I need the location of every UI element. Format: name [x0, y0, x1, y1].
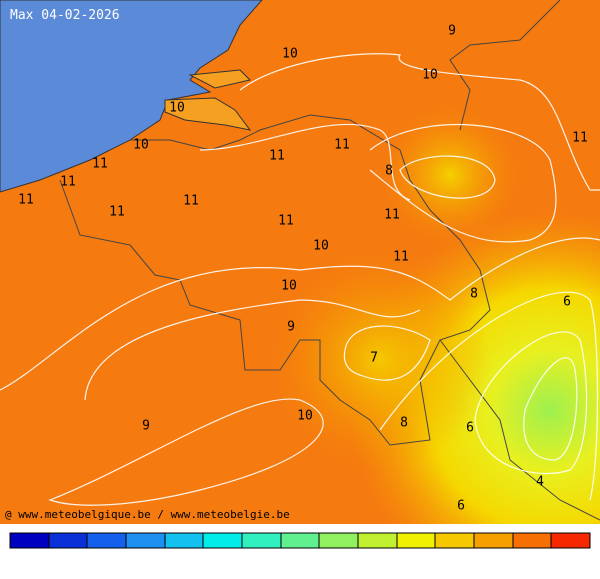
contour-label: 11 — [269, 149, 285, 164]
color-swatch — [396, 532, 436, 549]
contour-label: 11 — [109, 205, 125, 220]
color-swatch — [86, 532, 127, 549]
contour-label: 9 — [287, 320, 295, 335]
contour-label: 11 — [60, 175, 76, 190]
contour-label: 11 — [92, 157, 108, 172]
contour-label: 7 — [370, 351, 378, 366]
contour-label: 10 — [169, 101, 185, 116]
sea — [0, 0, 263, 193]
borders — [59, 0, 600, 521]
color-swatch — [512, 532, 552, 549]
color-swatch — [202, 532, 243, 549]
contour-label: 11 — [384, 208, 400, 223]
legend-bg — [0, 524, 600, 575]
title: Max 04-02-2026 — [10, 8, 120, 23]
credit: @ www.meteobelgique.be / www.meteobelgie… — [5, 508, 290, 521]
contour-label: 11 — [393, 250, 409, 265]
contour-label: 11 — [183, 194, 199, 209]
islands — [164, 69, 252, 131]
contour-label: 9 — [142, 419, 150, 434]
color-swatch — [550, 532, 591, 549]
color-swatch — [164, 532, 204, 549]
contour-label: 10 — [281, 279, 297, 294]
color-swatch — [473, 532, 514, 549]
contour-label: 8 — [385, 164, 393, 179]
color-swatch — [280, 532, 320, 549]
color-swatch — [48, 532, 88, 549]
contour-label: 6 — [466, 421, 474, 436]
contour-label: 11 — [572, 131, 588, 146]
contour-label: 11 — [18, 193, 34, 208]
contour-label: 4 — [536, 475, 544, 490]
color-swatch — [434, 532, 475, 549]
contour-label: 11 — [278, 214, 294, 229]
contour-label: 11 — [334, 138, 350, 153]
contour-label: 9 — [448, 24, 456, 39]
contour-label: 8 — [470, 287, 478, 302]
color-swatch — [241, 532, 282, 549]
contour-label: 10 — [297, 409, 313, 424]
color-swatch — [357, 532, 398, 549]
contour-label: 8 — [400, 416, 408, 431]
color-swatch — [9, 532, 50, 549]
contour-label: 6 — [563, 295, 571, 310]
contour-labels: 9 10 10 10 11 10 11 11 8 11 11 11 11 11 11 11 10 11 10 8 6 9 7… — [18, 24, 588, 514]
contour-label: 10 — [422, 68, 438, 83]
contour-label: 6 — [457, 499, 465, 514]
contour-label: 10 — [282, 47, 298, 62]
color-swatch — [318, 532, 359, 549]
colorbar — [9, 532, 591, 549]
contour-label: 10 — [313, 239, 329, 254]
contour-label: 10 — [133, 138, 149, 153]
contours — [0, 53, 600, 506]
color-swatch — [125, 532, 166, 549]
